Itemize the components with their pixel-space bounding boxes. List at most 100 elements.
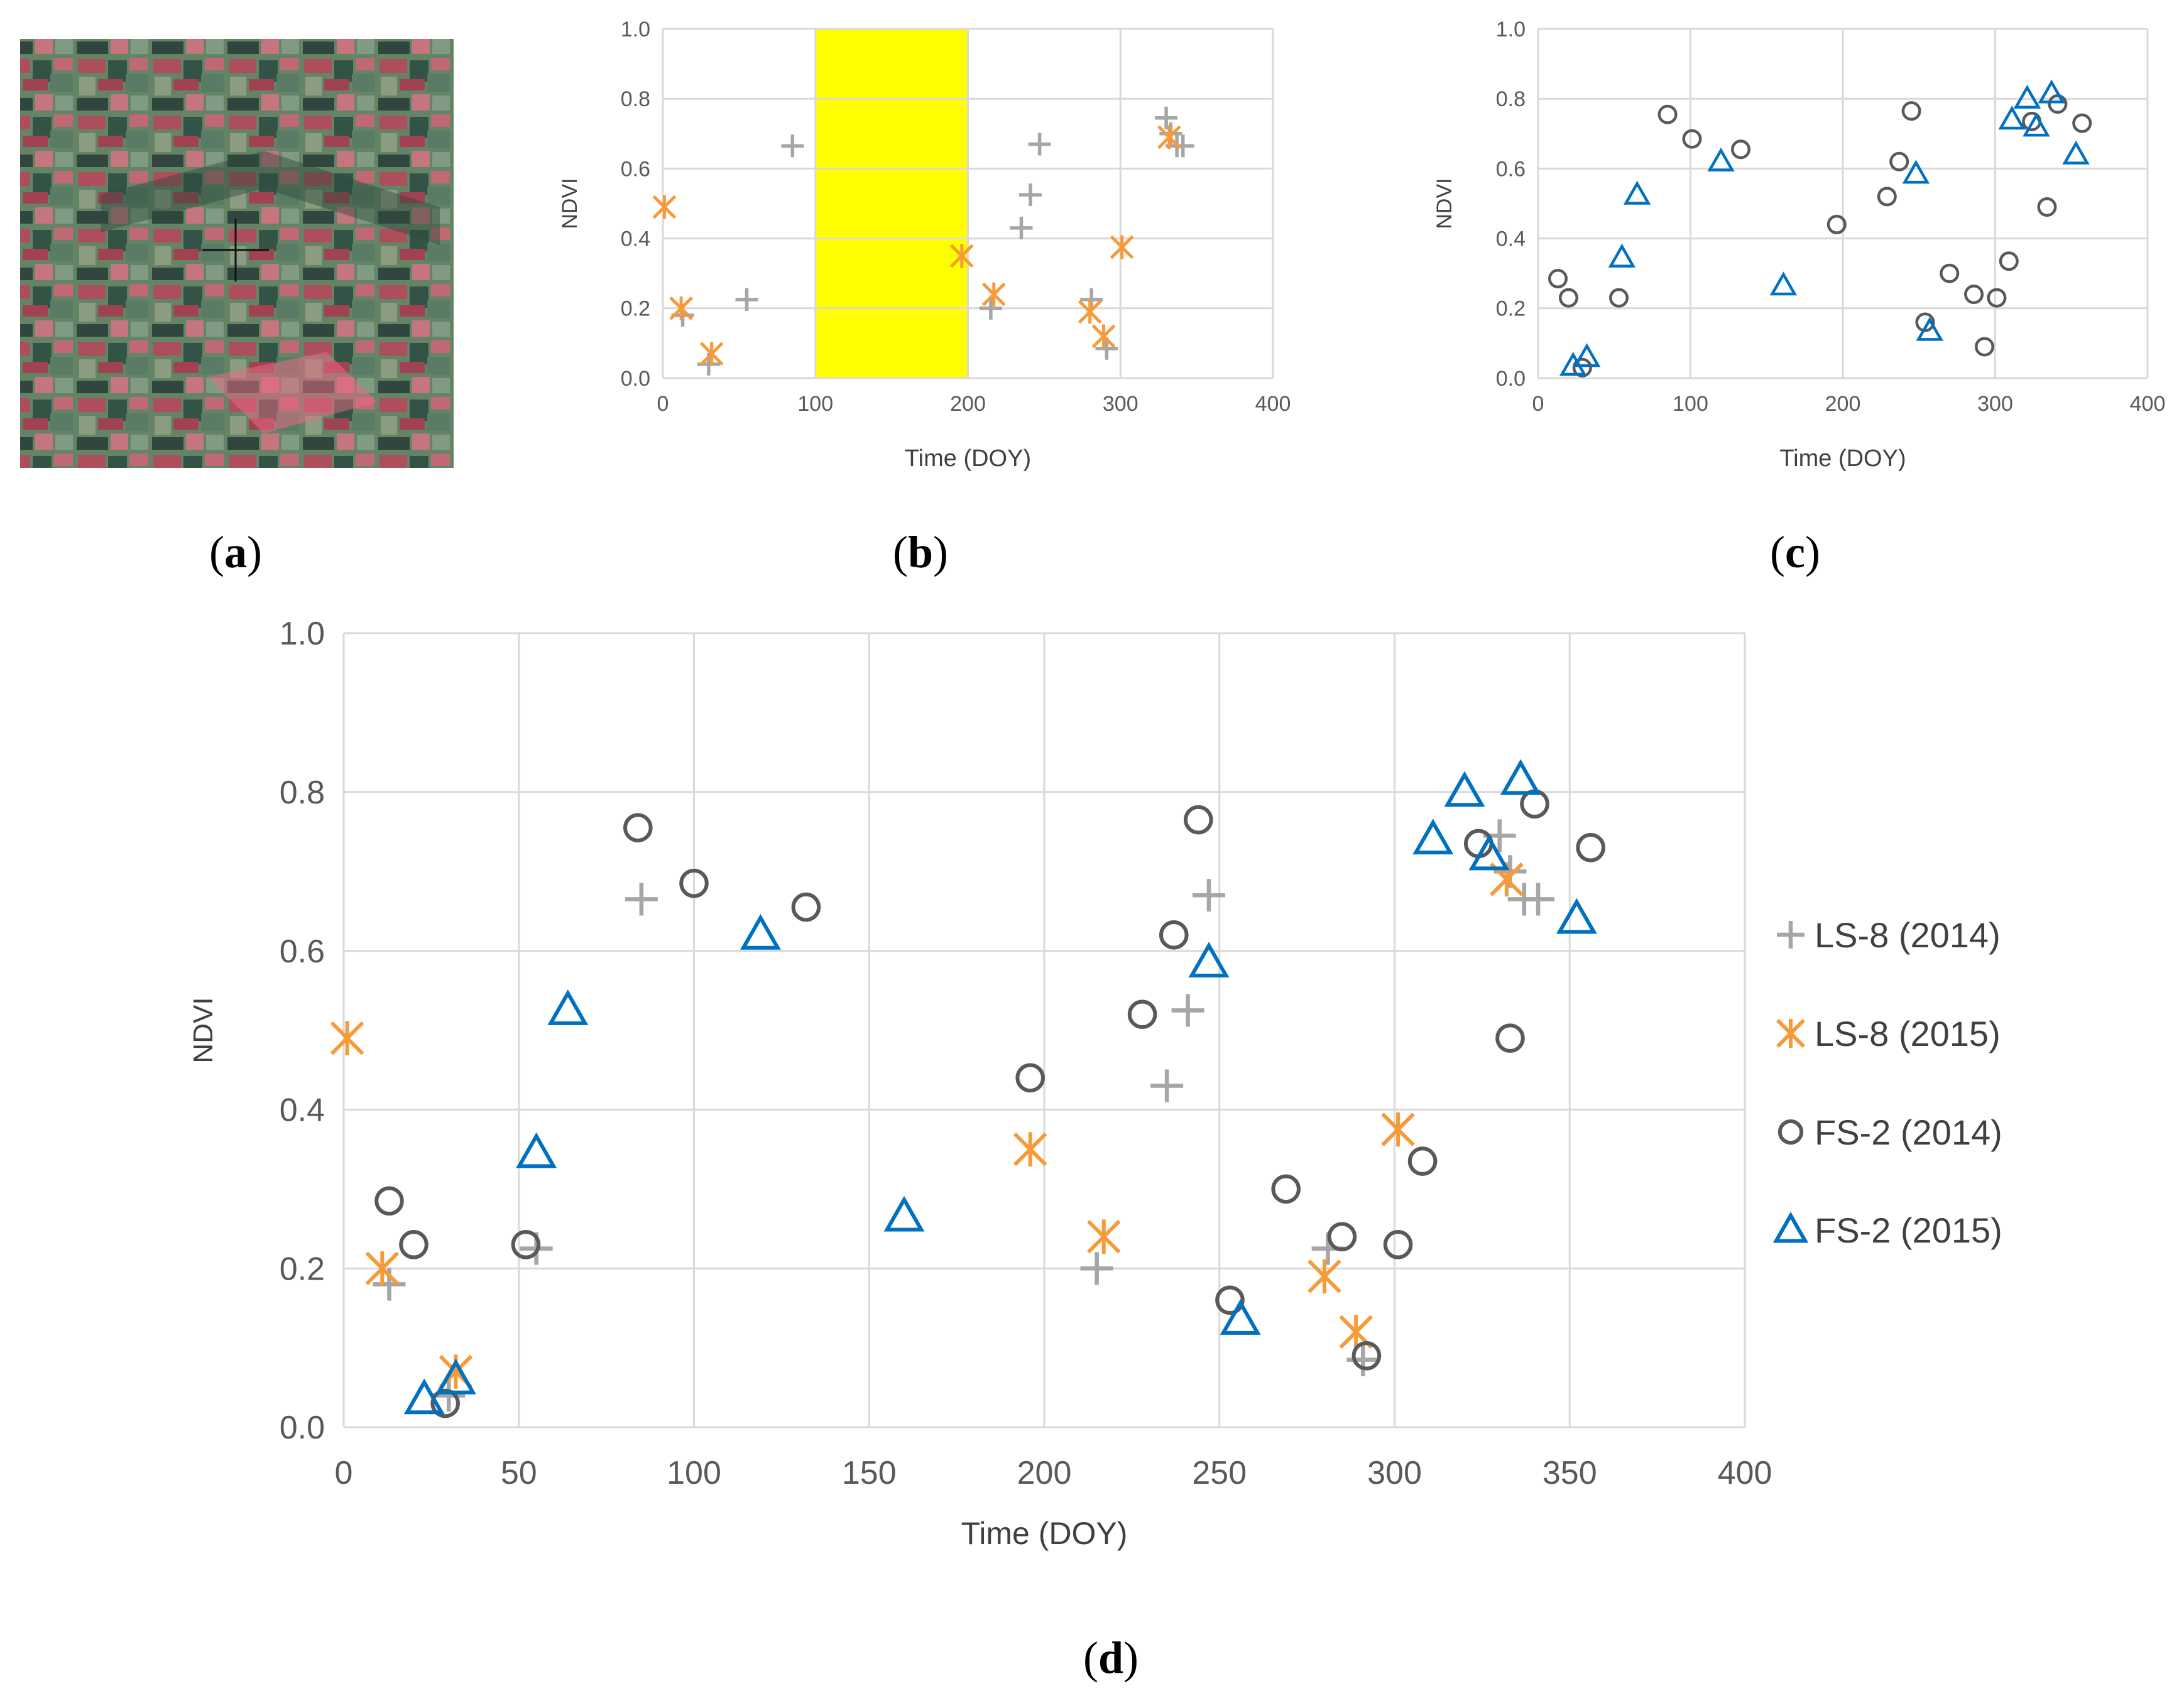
data-point-fs2-2014 — [511, 1230, 541, 1260]
chart-b-grid — [662, 28, 1274, 379]
data-point-ls8-2014 — [1010, 216, 1033, 239]
data-point-ls8-2014 — [781, 134, 804, 158]
x-tick-label: 0 — [657, 392, 669, 416]
data-point-ls8-2014 — [1171, 134, 1194, 158]
data-point-fs2-2014 — [1327, 1222, 1357, 1251]
y-tick-label: 1.0 — [1496, 18, 1526, 41]
legend-label: LS-8 (2015) — [1815, 1014, 2001, 1053]
crosshair-icon — [202, 219, 269, 281]
data-point-ls8-2015 — [1110, 235, 1134, 259]
y-tick-label: 0.6 — [280, 933, 325, 970]
x-tick-label: 0 — [335, 1455, 353, 1491]
y-tick-label: 0.8 — [621, 87, 650, 111]
data-point-fs2-2015 — [1188, 942, 1230, 978]
x-tick-label: 250 — [1192, 1455, 1247, 1491]
data-point-ls8-2015 — [1091, 324, 1116, 349]
data-point-ls8-2014 — [1522, 883, 1555, 916]
data-point-fs2-2015 — [435, 1358, 476, 1395]
y-tick-label: 0.4 — [280, 1092, 325, 1129]
chart-c-y-ticks: 0.0 0.2 0.4 0.6 0.8 1.0 — [1496, 18, 1526, 391]
chart-c-points — [1548, 79, 2092, 378]
legend-triangle-marker — [1772, 1211, 1809, 1243]
data-point-fs2-2014 — [1975, 337, 1995, 357]
data-point-ls8-2014 — [979, 297, 1002, 320]
data-point-fs2-2014 — [1609, 288, 1629, 308]
data-point-ls8-2015 — [652, 195, 677, 219]
data-point-ls8-2014 — [1171, 994, 1204, 1027]
panel-label-c: (c) — [1770, 527, 1820, 577]
data-point-fs2-2015 — [1916, 317, 1943, 341]
x-tick-label: 200 — [950, 392, 986, 416]
chart-d-y-axis-label: NDVI — [188, 997, 219, 1063]
y-tick-label: 1.0 — [280, 616, 325, 652]
x-tick-label: 150 — [842, 1455, 897, 1491]
data-point-fs2-2014 — [1184, 805, 1213, 835]
chart-b-y-ticks: 0.0 0.2 0.4 0.6 0.8 1.0 — [621, 18, 650, 391]
legend-item-ls8-2015: LS-8 (2015) — [1776, 1014, 2001, 1053]
y-tick-label: 0.6 — [621, 157, 650, 181]
data-point-ls8-2015 — [1086, 1219, 1121, 1254]
chart-b-highlight-band — [815, 29, 968, 378]
y-tick-label: 0.2 — [280, 1251, 325, 1287]
data-point-fs2-2015 — [883, 1195, 925, 1232]
data-point-fs2-2015 — [1573, 343, 1601, 367]
data-point-ls8-2015 — [1157, 125, 1181, 150]
data-point-fs2-2014 — [1682, 129, 1702, 149]
legend-marker-triangle — [1772, 1211, 1809, 1243]
data-point-fs2-2015 — [516, 1132, 557, 1168]
x-tick-label: 100 — [797, 392, 833, 416]
x-tick-label: 50 — [501, 1455, 537, 1491]
data-point-fs2-2014 — [1495, 1023, 1525, 1053]
data-point-ls8-2014 — [1155, 106, 1178, 129]
data-point-fs2-2014 — [1999, 251, 2019, 271]
data-point-ls8-2014 — [735, 288, 758, 311]
data-point-ls8-2015 — [1308, 1259, 1341, 1294]
data-point-ls8-2014 — [625, 883, 658, 916]
data-point-fs2-2015 — [1998, 106, 2026, 130]
legend-plus-marker — [1777, 921, 1805, 949]
chart-c-x-ticks: 0 100 200 300 400 — [1532, 392, 2166, 416]
x-tick-label: 200 — [1825, 392, 1861, 416]
data-point-fs2-2014 — [791, 892, 821, 922]
chart-d-legend: LS-8 (2014) LS-8 (2015) FS-2 (2014) FS-2… — [1772, 915, 2002, 1250]
panel-label-b: (b) — [892, 527, 949, 577]
data-point-fs2-2015 — [403, 1378, 445, 1415]
data-point-fs2-2015 — [1902, 160, 1930, 184]
data-point-ls8-2015 — [1078, 300, 1102, 324]
chart-d-x-axis-label: Time (DOY) — [961, 1516, 1128, 1551]
data-point-fs2-2014 — [1987, 288, 2007, 308]
data-point-fs2-2015 — [1556, 898, 1597, 934]
data-point-fs2-2015 — [2013, 84, 2041, 109]
legend-marker-asterisk — [1776, 1018, 1806, 1048]
legend-item-fs2-2015: FS-2 (2015) — [1772, 1211, 2002, 1250]
data-point-ls8-2015 — [365, 1251, 400, 1286]
data-point-fs2-2014 — [1127, 999, 1157, 1029]
data-point-fs2-2014 — [1826, 214, 1847, 234]
data-point-ls8-2015 — [699, 342, 724, 366]
x-tick-label: 350 — [1542, 1455, 1597, 1491]
chart-b: 0.0 0.2 0.4 0.6 0.8 1.0 0 100 200 300 400 Time (D… — [558, 18, 1291, 472]
x-tick-label: 400 — [1718, 1455, 1772, 1491]
data-point-fs2-2014 — [1657, 104, 1678, 124]
chart-d-y-ticks: 0.0 0.2 0.4 0.6 0.8 1.0 — [280, 616, 325, 1446]
data-point-fs2-2014 — [1548, 269, 1568, 289]
data-point-fs2-2015 — [2062, 140, 2090, 165]
data-point-fs2-2014 — [1271, 1174, 1301, 1204]
x-tick-label: 300 — [1103, 392, 1138, 416]
y-tick-label: 0.0 — [1496, 367, 1526, 391]
chart-d-grid — [342, 632, 1746, 1428]
data-point-fs2-2015 — [1468, 834, 1510, 871]
data-point-ls8-2015 — [981, 282, 1006, 307]
data-point-fs2-2015 — [1769, 271, 1798, 296]
data-point-fs2-2015 — [1623, 180, 1651, 205]
data-point-fs2-2015 — [2038, 79, 2065, 104]
data-point-ls8-2014 — [1150, 1069, 1184, 1102]
data-point-fs2-2014 — [1940, 263, 1960, 283]
legend-label: FS-2 (2014) — [1815, 1113, 2002, 1152]
x-tick-label: 100 — [1673, 392, 1708, 416]
data-point-ls8-2015 — [1013, 1132, 1047, 1167]
data-point-fs2-2014 — [1520, 789, 1549, 819]
chart-b-y-axis-label: NDVI — [558, 178, 582, 229]
y-tick-label: 0.8 — [280, 775, 325, 811]
data-point-fs2-2014 — [1383, 1230, 1413, 1260]
